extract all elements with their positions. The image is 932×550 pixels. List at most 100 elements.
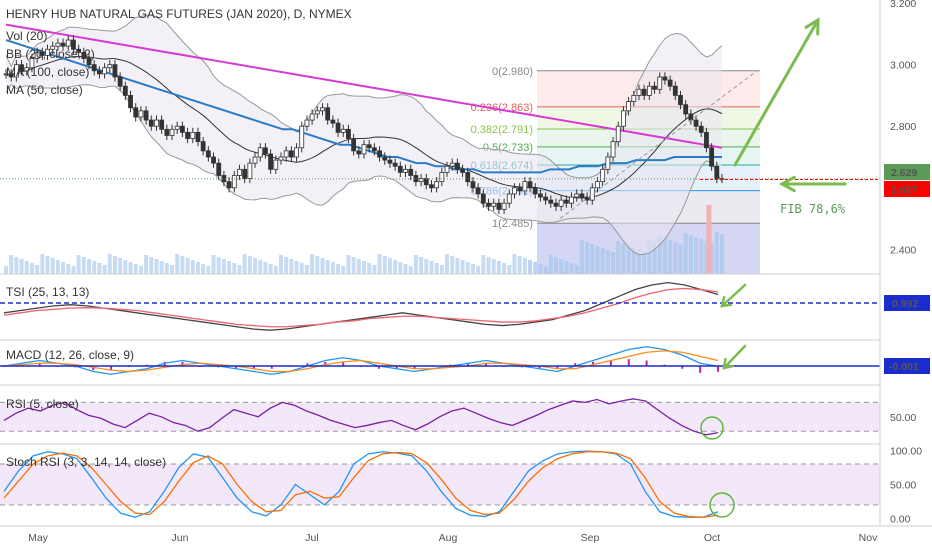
candle-body [584,196,590,201]
volume-bar [605,250,610,274]
volume-bar [460,260,465,274]
candle-body [636,88,642,96]
volume-bar [346,255,351,274]
macd-histogram-bar [270,366,273,369]
indicator-band [0,464,880,505]
volume-bar [455,258,460,274]
candle-body [683,104,689,115]
candle-body [615,125,621,143]
candle-body [263,147,268,155]
volume-bar [590,244,595,274]
price-pane[interactable]: 0(2.980)0.236(2.863)0.382(2.791)0.5(2.73… [0,14,880,274]
annotation-arrow [722,344,747,370]
candle-body [538,193,543,198]
stoch-rsi-pane[interactable] [0,450,880,518]
candle-body [39,51,45,56]
ma100-line [5,23,723,149]
volume-bar [304,265,309,274]
annotation-up-arrow-head [804,17,820,36]
candle-body [299,125,305,149]
candle-body [288,150,294,158]
time-tick-label: Jul [305,532,318,544]
candle-body [579,193,585,198]
candle-body [377,150,382,158]
volume-bar [4,266,8,274]
candle-body [522,181,528,192]
candle-body [180,125,185,133]
macd-histogram-bar [717,366,719,372]
candle-body [3,73,9,76]
macd-histogram-bar [395,366,398,369]
candle-body [558,199,564,207]
candle-body [50,45,56,50]
candle-body [200,141,206,152]
price-tick-label: 3.000 [890,60,916,72]
candle-body [382,156,388,161]
volume-bar [253,258,258,274]
candle-body [631,95,637,102]
candle-body [117,76,123,87]
macd-histogram-bar [592,361,595,366]
volume-bar [662,238,667,274]
candle-body [600,168,606,183]
candle-body [548,199,554,204]
volume-bar [206,266,211,274]
candle-body [81,51,87,59]
tsi-value-label: 0.992 [892,298,918,310]
macd-pane[interactable] [0,344,880,375]
candle-body [148,119,154,127]
candle-body [512,187,517,195]
annotation-left-arrow-head [778,175,796,193]
candle-body [429,184,434,189]
volume-bar [600,248,605,274]
volume-bar [227,261,232,274]
volume-bar [528,260,533,274]
candle-body [55,42,61,47]
candle-body [403,168,408,173]
candle-body [366,144,372,149]
volume-bar [709,243,714,274]
volume-bar [377,254,382,274]
candle-body [96,70,102,75]
tsi-pane[interactable] [0,281,880,331]
candle-body [532,187,538,195]
macd-histogram-bar [681,366,684,369]
candle-body [143,110,149,121]
candle-body [309,113,315,121]
time-tick-label: Nov [859,532,878,544]
tsi-title: TSI (25, 13, 13) [6,285,89,299]
candle-body [320,107,325,112]
macd-histogram-bar [538,366,541,369]
candle-body [646,85,652,96]
candle-body [418,178,424,183]
price-tick-label: 2.800 [890,121,916,133]
candle-body [610,141,616,158]
volume-bar [336,264,341,274]
candle-body [423,178,429,186]
macd-histogram-bar [609,360,612,366]
volume-bar [341,266,346,274]
volume-bar [247,256,252,274]
rsi-pane[interactable] [0,398,880,440]
volume-bar [216,257,221,274]
candle-body [278,156,284,161]
volume-bar [133,264,138,274]
volume-bar [486,257,491,274]
candle-body [371,147,377,152]
volume-bar [128,262,133,274]
candle-body [408,168,414,176]
annotation-up-arrow [733,18,820,167]
volume-bar [24,261,29,274]
annotation-arrow-head [722,357,735,370]
stoch-tick-label: 0.00 [890,514,911,526]
volume-bar [221,259,226,274]
candle-body [465,172,471,183]
candle-body [8,73,14,78]
candle-body [553,202,559,207]
candle-body [486,202,491,207]
candle-body [252,156,258,164]
candle-body [589,187,595,201]
volume-bar [403,264,408,274]
current-price-badge [884,164,930,180]
